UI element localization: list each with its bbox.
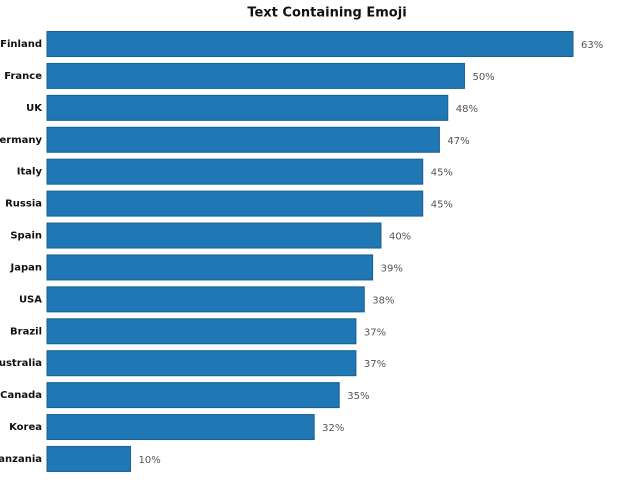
chart-title: Text Containing Emoji — [247, 6, 406, 21]
category-label: Finland — [0, 39, 42, 50]
bar — [46, 31, 574, 57]
value-label: 10% — [138, 455, 160, 466]
value-label: 37% — [364, 327, 386, 338]
bar — [46, 190, 424, 217]
value-label: 47% — [447, 136, 469, 147]
category-label: Australia — [0, 358, 42, 369]
value-label: 39% — [381, 263, 403, 274]
bar — [46, 350, 357, 377]
value-label: 38% — [372, 295, 394, 306]
category-label: Tanzania — [0, 454, 42, 465]
bar — [46, 445, 131, 472]
bar — [46, 414, 315, 441]
category-label: Germany — [0, 135, 42, 146]
category-label: France — [4, 71, 42, 82]
category-label: Spain — [10, 231, 42, 242]
category-label: Russia — [5, 199, 42, 210]
value-label: 45% — [431, 168, 453, 179]
category-label: Brazil — [10, 326, 42, 337]
bar — [46, 254, 374, 281]
value-label: 35% — [347, 391, 369, 402]
value-label: 45% — [431, 200, 453, 211]
category-label: Canada — [0, 390, 42, 401]
bar — [46, 286, 365, 313]
category-label: Korea — [9, 422, 42, 433]
bar — [46, 158, 424, 185]
category-label: Italy — [17, 167, 43, 178]
value-label: 50% — [472, 72, 494, 83]
value-label: 40% — [389, 232, 411, 243]
bar — [46, 382, 340, 409]
category-label: Japan — [10, 262, 43, 273]
category-label: UK — [26, 103, 43, 114]
category-label: USA — [19, 294, 42, 305]
bar — [46, 62, 465, 89]
value-label: 63% — [581, 40, 603, 51]
bar — [46, 318, 357, 345]
value-label: 32% — [322, 423, 344, 434]
value-label: 37% — [364, 359, 386, 370]
bar — [46, 94, 449, 121]
value-label: 48% — [456, 104, 478, 115]
bar — [46, 126, 440, 153]
bar — [46, 222, 382, 249]
